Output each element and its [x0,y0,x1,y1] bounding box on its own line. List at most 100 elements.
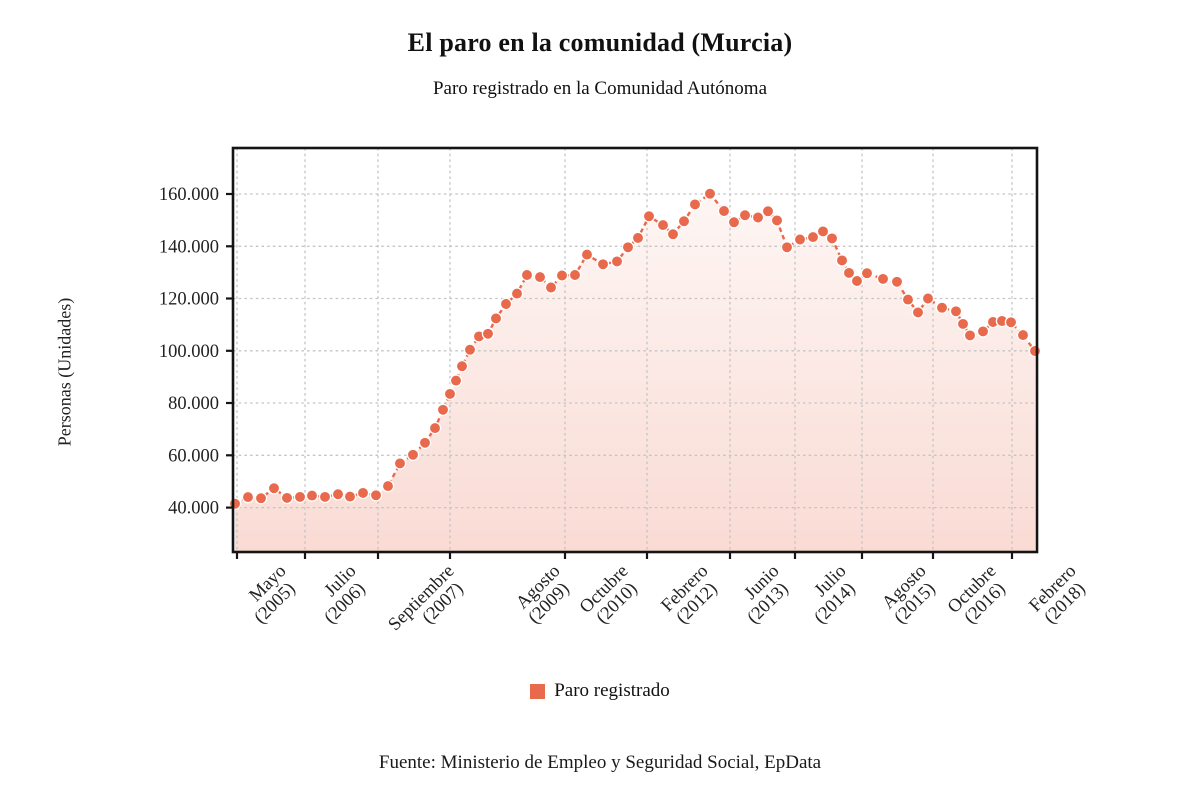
data-point [510,287,524,300]
data-point [280,491,294,505]
data-point [621,241,635,254]
data-point [890,275,904,289]
tick-marks [226,192,1014,559]
data-point [555,269,569,282]
data-point [688,198,702,211]
data-point [369,489,383,502]
data-point [850,274,864,288]
data-point [343,490,357,503]
data-point [568,268,582,282]
y-tick-label: 140.000 [159,237,219,257]
x-tick-label: Agosto(2015) [877,561,944,628]
data-point [770,214,784,227]
x-tick-label: Julio(2014) [797,561,864,628]
data-point [949,305,963,318]
data-point [499,297,513,311]
data-point [901,293,915,306]
data-point [1028,344,1042,358]
data-point [717,204,731,218]
data-point [481,327,495,341]
data-point [580,248,594,261]
data-point [642,209,656,223]
gridlines [233,148,1037,552]
x-tick-label: Octubre(2016) [944,561,1014,631]
data-point [1004,316,1018,329]
data-point [596,258,610,271]
chart-title: El paro en la comunidad (Murcia) [407,28,793,57]
data-point [876,272,890,286]
series-markers [228,187,1042,510]
data-point [835,254,849,267]
legend-swatch-icon [530,683,546,699]
x-tick-label: Mayo(2005) [237,561,304,628]
data-point [842,266,856,280]
y-tick-label: 80.000 [168,394,219,414]
data-point [463,343,477,356]
data-point [780,241,794,254]
data-point [761,204,775,218]
y-tick-labels: 40.000 60.000 80.000 100.000 120.000 140.000 1… [159,185,219,519]
data-point [666,227,680,241]
y-tick-label: 100.000 [159,342,219,362]
data-point [703,187,717,200]
data-point [305,489,319,502]
data-point [356,486,370,500]
data-point [656,218,670,232]
data-point [921,292,935,305]
data-point [418,436,432,450]
data-point [406,448,420,462]
data-point [293,490,307,504]
data-point [911,306,925,319]
x-tick-labels: Mayo(2005) Julio(2006) Septiembre(2007) Ago… [237,561,1094,648]
data-point [533,270,547,284]
data-point [631,231,645,245]
source-note: Fuente: Ministerio de Empleo y Seguridad… [378,752,822,773]
data-point [727,215,741,229]
data-point [816,225,830,238]
data-point [793,233,807,246]
x-tick-label: Junio(2013) [730,561,797,628]
data-point [318,490,332,504]
x-tick-label: Agosto(2009) [511,561,578,628]
data-point [428,421,442,435]
data-point [393,457,407,470]
x-tick-label: Febrero(2018) [1026,561,1094,629]
data-point [677,214,691,228]
data-point [267,481,281,495]
data-point [381,479,395,493]
data-point [963,329,977,342]
x-tick-label: Julio(2006) [307,561,374,628]
y-tick-label: 40.000 [168,499,219,519]
series-area [235,193,1035,552]
y-tick-label: 120.000 [159,290,219,310]
data-point [825,232,839,245]
data-point [956,317,970,331]
chart-legend: Paro registrado [0,680,1200,702]
data-point [806,230,820,244]
data-point [436,403,450,417]
data-point [449,374,463,387]
x-tick-label: Febrero(2012) [658,561,726,629]
data-point [489,312,503,325]
data-point [738,208,752,222]
y-tick-label: 60.000 [168,446,219,466]
data-point [241,490,255,504]
data-point [331,487,345,501]
x-tick-label: Septiembre(2007) [385,561,472,648]
data-point [751,211,765,224]
y-tick-label: 160.000 [159,185,219,205]
data-point [860,266,874,280]
data-point [935,301,949,314]
data-point [544,281,558,294]
chart-subtitle: Paro registrado en la Comunidad Autónoma [432,78,768,99]
data-point [455,359,469,373]
data-point [254,491,268,505]
data-point [1016,328,1030,342]
data-point [443,387,457,401]
x-tick-label: Octubre(2010) [576,561,646,631]
data-point [976,325,990,338]
legend-label: Paro registrado [554,680,670,701]
data-point [610,255,624,268]
